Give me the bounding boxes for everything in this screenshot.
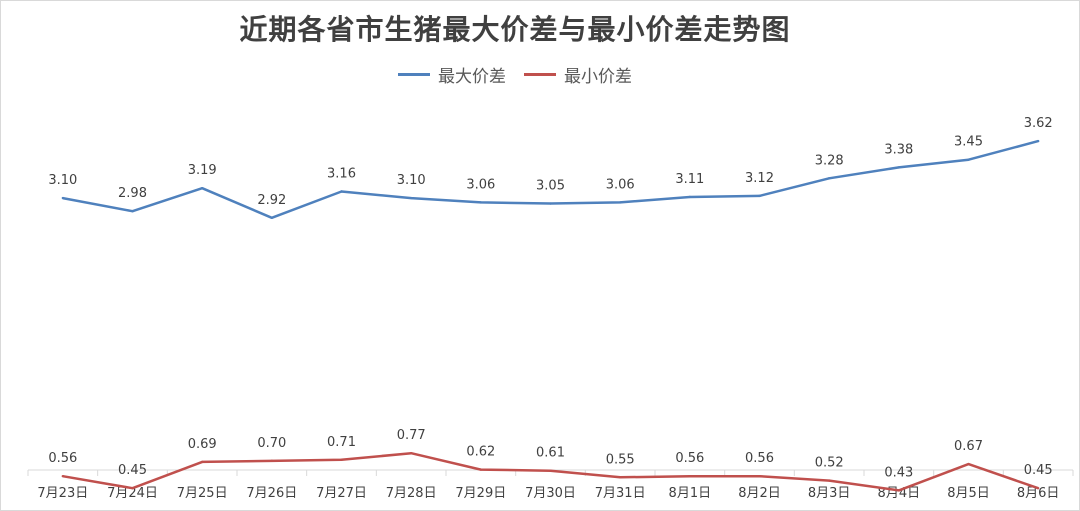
data-label: 3.05: [536, 179, 565, 194]
data-label: 3.38: [884, 142, 913, 157]
data-point: [200, 186, 204, 190]
data-label: 0.45: [1024, 463, 1053, 478]
data-label: 0.56: [48, 451, 77, 466]
legend-item-min: 最小价差: [524, 62, 632, 87]
data-label: 3.45: [954, 135, 983, 150]
data-point: [827, 479, 831, 482]
x-tick-label: 8月3日: [808, 486, 851, 501]
data-point: [200, 460, 204, 464]
data-label: 0.43: [884, 465, 913, 480]
x-tick-label: 8月6日: [1017, 486, 1060, 501]
data-point: [688, 195, 692, 199]
data-label: 0.71: [327, 435, 356, 450]
data-point: [549, 202, 552, 205]
data-point: [270, 459, 274, 463]
data-label: 3.11: [675, 172, 704, 187]
data-label: 3.16: [327, 166, 356, 181]
data-point: [758, 194, 761, 198]
x-tick-label: 7月29日: [455, 486, 506, 501]
data-point: [967, 158, 970, 161]
x-tick-label: 7月25日: [177, 486, 228, 501]
data-label: 0.61: [536, 446, 565, 461]
data-label: 3.28: [815, 153, 844, 168]
data-label: 3.62: [1024, 116, 1053, 131]
x-tick-label: 7月30日: [525, 486, 576, 501]
data-point: [688, 474, 692, 478]
data-label: 3.06: [606, 177, 635, 192]
data-point: [270, 216, 274, 219]
data-point: [827, 177, 831, 180]
data-point: [61, 474, 65, 478]
data-label: 0.45: [118, 463, 147, 478]
data-point: [618, 201, 622, 204]
data-point: [61, 196, 65, 200]
legend-label-max: 最大价差: [438, 67, 506, 87]
data-label: 0.56: [745, 451, 774, 466]
data-point: [131, 487, 134, 490]
x-tick-label: 7月26日: [246, 486, 297, 501]
x-tick-label: 8月2日: [738, 486, 781, 501]
x-tick-label: 7月27日: [316, 486, 367, 501]
legend-item-max: 最大价差: [398, 62, 506, 87]
data-label: 0.56: [675, 451, 704, 466]
data-label: 3.10: [397, 173, 426, 188]
x-tick-label: 7月24日: [107, 486, 158, 501]
chart-title: 近期各省市生猪最大价差与最小价差走势图: [239, 13, 791, 46]
data-label: 2.92: [257, 193, 286, 208]
data-point: [409, 451, 413, 455]
data-label: 3.06: [466, 177, 495, 192]
data-label: 0.70: [257, 436, 286, 451]
data-point: [340, 190, 343, 193]
data-point: [479, 468, 483, 471]
data-point: [409, 196, 413, 200]
data-point: [967, 462, 970, 466]
data-point: [618, 476, 622, 479]
data-label: 2.98: [118, 186, 147, 201]
data-point: [758, 474, 761, 478]
legend-swatch-max: [398, 73, 430, 76]
data-label: 0.62: [466, 445, 495, 460]
data-label: 0.77: [397, 428, 426, 443]
x-tick-label: 8月1日: [669, 486, 712, 501]
data-label: 3.12: [745, 171, 774, 186]
data-label: 0.55: [606, 452, 635, 467]
data-label: 3.19: [188, 163, 217, 178]
data-point: [1036, 487, 1040, 490]
x-tick-label: 7月31日: [595, 486, 646, 501]
data-point: [131, 209, 134, 213]
x-tick-label: 8月5日: [947, 486, 990, 501]
x-tick-label: 7月28日: [386, 486, 437, 501]
data-point: [549, 469, 552, 472]
x-tick-label: 7月23日: [37, 486, 88, 501]
legend-swatch-min: [524, 73, 556, 76]
chart-legend: 最大价差 最小价差: [0, 62, 1030, 87]
data-label: 0.69: [188, 437, 217, 452]
data-point: [897, 166, 901, 169]
data-point: [479, 201, 483, 204]
data-label: 0.67: [954, 439, 983, 454]
data-point: [897, 489, 901, 492]
data-point: [340, 458, 343, 461]
data-label: 3.10: [48, 173, 77, 188]
data-label: 0.52: [815, 456, 844, 471]
legend-label-min: 最小价差: [564, 67, 632, 87]
data-point: [1036, 139, 1040, 143]
